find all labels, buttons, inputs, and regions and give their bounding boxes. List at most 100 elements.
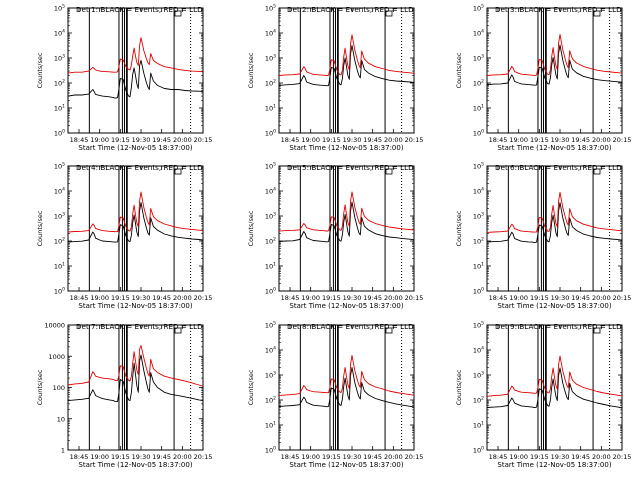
x-tick-label: 19:45 [152, 294, 171, 302]
lld-series-line [486, 191, 623, 233]
x-tick-label: 20:15 [194, 136, 213, 144]
chart-title: Det 2: BLACK = Events, RED = LLD [287, 5, 414, 14]
plot-frame [278, 7, 415, 134]
lld-series-line [67, 345, 204, 387]
x-tick-label: 20:00 [592, 136, 611, 144]
x-tick-label: 18:45 [489, 136, 508, 144]
y-tick-label: 101 [265, 104, 276, 113]
x-tick-label: 20:00 [384, 294, 403, 302]
y-tick-label: 103 [473, 212, 484, 221]
events-series-line [486, 44, 623, 86]
y-tick-label: 100 [53, 384, 65, 392]
title-square-glyph [174, 327, 182, 334]
x-axis-label: Start Time (12-Nov-05 18:37:00) [289, 302, 403, 310]
chart-title: Det 4: BLACK = Events, RED = LLD [76, 163, 203, 172]
y-tick-label: 103 [473, 371, 484, 380]
x-axis-label: Start Time (12-Nov-05 18:37:00) [497, 302, 611, 310]
y-tick-label: 105 [265, 321, 276, 330]
plot-frame [486, 7, 623, 134]
x-tick-label: 19:15 [530, 136, 549, 144]
plot-frame [486, 165, 623, 292]
y-axis-label: Counts/sec [455, 210, 463, 246]
y-axis-label: Counts/sec [455, 369, 463, 405]
y-axis-label: Counts/sec [36, 52, 44, 88]
lld-series-line [486, 355, 623, 397]
y-tick-label: 104 [473, 346, 484, 355]
x-tick-label: 19:15 [322, 136, 341, 144]
y-tick-label: 105 [473, 4, 484, 13]
x-tick-label: 18:45 [70, 136, 89, 144]
y-tick-label: 103 [265, 371, 276, 380]
x-tick-label: 18:45 [281, 136, 300, 144]
y-tick-label: 100 [265, 446, 276, 455]
x-tick-label: 19:30 [132, 136, 151, 144]
title-square-glyph [593, 327, 601, 334]
events-series-line [278, 44, 415, 87]
lld-series-line [278, 355, 415, 397]
x-axis-label: Start Time (12-Nov-05 18:37:00) [78, 302, 192, 310]
y-tick-label: 102 [265, 237, 276, 246]
title-square-glyph [593, 168, 601, 175]
x-tick-label: 20:00 [592, 294, 611, 302]
x-tick-label: 19:00 [301, 136, 320, 144]
lld-series-line [67, 37, 204, 74]
x-tick-label: 19:30 [132, 294, 151, 302]
plot-frame [486, 324, 623, 451]
title-square-glyph [174, 168, 182, 175]
y-tick-label: 103 [265, 54, 276, 63]
y-tick-label: 105 [473, 321, 484, 330]
x-tick-label: 19:15 [322, 453, 341, 461]
x-tick-label: 20:15 [613, 294, 632, 302]
chart-panel-det-3: Det 3: BLACK = Events, RED = LLD 100 101 10… [455, 4, 631, 153]
x-tick-label: 19:00 [301, 453, 320, 461]
chart-title: Det 1: BLACK = Events, RED = LLD [76, 5, 203, 14]
y-tick-label: 102 [473, 396, 484, 405]
chart-panel-det-9: Det 9: BLACK = Events, RED = LLD 100 101 10… [455, 321, 631, 470]
chart-panel-det-4: Det 4: BLACK = Events, RED = LLD 100 101 10… [36, 162, 212, 311]
x-tick-label: 20:15 [405, 294, 424, 302]
chart-title: Det 5: BLACK = Events, RED = LLD [287, 163, 414, 172]
y-tick-label: 104 [265, 346, 276, 355]
x-axis-label: Start Time (12-Nov-05 18:37:00) [497, 144, 611, 152]
x-tick-label: 19:15 [530, 453, 549, 461]
x-tick-label: 19:00 [90, 294, 109, 302]
chart-panel-det-2: Det 2: BLACK = Events, RED = LLD 100 101 10… [247, 4, 423, 153]
chart-title: Det 7: BLACK = Events, RED = LLD [76, 322, 203, 331]
x-tick-label: 19:15 [111, 136, 130, 144]
y-tick-label: 102 [265, 396, 276, 405]
y-tick-label: 102 [54, 79, 65, 88]
title-square-glyph [385, 168, 393, 175]
x-tick-label: 19:30 [551, 453, 570, 461]
events-series-line [278, 367, 415, 408]
events-series-line [278, 201, 415, 243]
y-tick-label: 101 [54, 262, 65, 271]
x-tick-label: 19:30 [343, 294, 362, 302]
y-axis-label: Counts/sec [247, 369, 255, 405]
plot-frame [278, 165, 415, 292]
chart-panel-det-6: Det 6: BLACK = Events, RED = LLD 100 101 10… [455, 162, 631, 311]
plot-frame [278, 324, 415, 451]
x-axis-label: Start Time (12-Nov-05 18:37:00) [78, 461, 192, 469]
y-tick-label: 104 [54, 29, 65, 38]
x-tick-label: 19:00 [90, 453, 109, 461]
x-tick-label: 20:15 [194, 453, 213, 461]
x-tick-label: 19:45 [571, 294, 590, 302]
y-tick-label: 102 [54, 237, 65, 246]
y-tick-label: 105 [473, 162, 484, 171]
x-tick-label: 19:45 [152, 136, 171, 144]
y-tick-label: 104 [265, 187, 276, 196]
x-tick-label: 19:30 [551, 136, 570, 144]
chart-panel-det-1: Det 1: BLACK = Events, RED = LLD 100 101 10… [36, 4, 212, 153]
x-tick-label: 19:15 [322, 294, 341, 302]
y-tick-label: 101 [473, 262, 484, 271]
y-tick-label: 101 [473, 104, 484, 113]
x-tick-label: 20:00 [384, 453, 403, 461]
x-tick-label: 19:45 [363, 453, 382, 461]
x-tick-label: 20:00 [173, 136, 192, 144]
chart-panel-det-8: Det 8: BLACK = Events, RED = LLD 100 101 10… [247, 321, 423, 470]
x-tick-label: 19:45 [152, 453, 171, 461]
lld-series-line [278, 34, 415, 76]
chart-title: Det 9: BLACK = Events, RED = LLD [495, 322, 622, 331]
y-tick-label: 102 [473, 79, 484, 88]
